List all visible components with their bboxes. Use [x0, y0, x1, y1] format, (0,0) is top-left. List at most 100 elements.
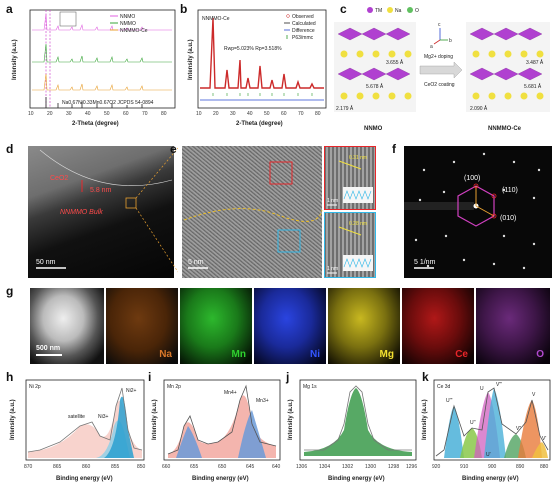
eds-label-ni: Ni	[310, 349, 320, 360]
panel-a-label: a	[6, 2, 13, 16]
h-ylabel: Intensity (a.u.)	[10, 399, 16, 440]
eds-map-mn: Mn	[180, 288, 252, 364]
saed-spots	[414, 152, 541, 270]
eds-map-ni: Ni	[254, 288, 326, 364]
xps-mg1s-plot: Mg 1s Intensity (a.u.) Binding energy (e…	[288, 379, 417, 482]
svg-text:30: 30	[230, 111, 236, 117]
eds-haadf-image: 500 nm	[30, 288, 104, 364]
e-scale-label: 5 nm	[188, 259, 204, 266]
eds-map-ce: Ce	[402, 288, 474, 364]
legend-na: Na	[395, 8, 402, 14]
inset1-scale: 1 nm	[327, 198, 338, 204]
i-peak-mn4: Mn4+	[224, 390, 237, 396]
svg-text:910: 910	[460, 464, 469, 470]
svg-text:1304: 1304	[319, 464, 330, 470]
b-title: NNMMO-Ce	[202, 16, 230, 22]
panel-b-label: b	[180, 2, 188, 16]
svg-text:50: 50	[264, 111, 270, 117]
legend-space-group: P63/mmc	[292, 35, 314, 41]
jcpds-reference-sticks	[45, 97, 143, 108]
svg-text:640: 640	[272, 464, 281, 470]
panel-h: h Ni 2p satellite Ni3+ Ni2+ Intensity (a…	[0, 370, 148, 486]
inset2-d-spacing: 0.28 nm	[349, 221, 367, 227]
svg-text:70: 70	[142, 111, 148, 117]
inset2-scale: 1 nm	[327, 266, 338, 272]
panel-k: k Ce 3d U''' V''' U'' V'' U V U' V' Inte…	[420, 370, 554, 486]
svg-text:920: 920	[432, 464, 441, 470]
tem-overlay: CeO2 5.8 nm NNMMO Bulk 50 nm	[36, 147, 178, 273]
e-bulk-box	[277, 229, 301, 253]
xps-ce3d-plot: Ce 3d U''' V''' U'' V'' U V U' V' Intens…	[422, 379, 551, 482]
j-xlabel: Binding energy (eV)	[328, 476, 385, 482]
svg-text:1306: 1306	[296, 464, 307, 470]
svg-text:70: 70	[298, 111, 304, 117]
k-title: Ce 3d	[437, 384, 451, 390]
d-scale-label: 50 nm	[36, 259, 56, 266]
j-xticks: 1306 1304 1302 1300 1298 1296	[296, 464, 417, 470]
svg-text:1302: 1302	[342, 464, 353, 470]
j-title: Mg 1s	[303, 384, 317, 390]
b-stats: Rwp=5.023% Rp=3.518%	[224, 46, 282, 52]
arrow-mg-doping: Mg2+ doping	[424, 54, 453, 60]
eds-label-mg: Mg	[379, 349, 394, 360]
panel-f-label: f	[392, 142, 396, 156]
c-nnmo-name: NNMO	[364, 126, 383, 132]
refinement-plot: NNMMO-Ce Rwp=5.023% Rp=3.518% Observed C…	[188, 9, 327, 127]
panel-d-label: d	[6, 142, 14, 156]
e-ceo2-box	[269, 161, 293, 185]
arrow-ceo2-coating: CeO2 coating	[424, 82, 455, 88]
saed-spot-100: (100)	[464, 175, 480, 182]
panel-d: d CeO2 5.8 nm NNMMO Bulk 50 nm	[0, 140, 178, 280]
c-nnmmo-ce-name: NNMMO-Ce	[488, 126, 522, 132]
legend-nmmo: NMMO	[120, 21, 136, 27]
legend-difference: Difference	[292, 28, 315, 34]
a-xticks: 10 20 30 40 50 60 70 80	[28, 111, 167, 117]
panel-k-label: k	[422, 370, 429, 384]
eds-label-na: Na	[159, 349, 172, 360]
panel-f: f (100) (110) (010) 5 1/nm	[384, 140, 554, 280]
xrd-nnmmo-ce-line	[32, 73, 172, 91]
refinement-bragg-ticks	[212, 93, 313, 96]
h-xlabel: Binding energy (eV)	[56, 476, 113, 482]
a-reference-label: Na0.67Ni0.33Mn0.67O2 JCPDS 54-0894	[62, 100, 154, 106]
panel-e-label: e	[170, 142, 177, 156]
nnmmo-ce-structure: 3.487 Å 5.681 Å 2.090 Å	[466, 22, 550, 112]
k-peak-u1: U'	[486, 452, 491, 458]
k-peak-v: V	[532, 392, 536, 398]
svg-text:80: 80	[161, 111, 167, 117]
h-title: Ni 2p	[29, 384, 41, 390]
b-xticks: 10 20 30 40 50 60 70 80	[196, 111, 321, 117]
b-ylabel: Intensity (a.u.)	[188, 39, 194, 80]
saed-overlay: (100) (110) (010) 5 1/nm	[404, 152, 541, 270]
d-zoom-box	[125, 197, 137, 209]
legend-observed: Observed	[292, 14, 314, 20]
k-peak-v2: V''	[516, 426, 521, 432]
nnmmo-ce-tm-layer-spacing: 3.487 Å	[526, 59, 544, 66]
k-peak-v3: V'''	[496, 382, 502, 388]
svg-text:60: 60	[123, 111, 129, 117]
k-peak-u3: U'''	[446, 398, 453, 404]
svg-text:c: c	[438, 22, 441, 28]
saed-pattern	[404, 146, 552, 278]
b-xlabel: 2-Theta (degree)	[236, 121, 283, 127]
svg-text:30: 30	[66, 111, 72, 117]
panel-i-label: i	[148, 370, 152, 384]
svg-text:865: 865	[53, 464, 62, 470]
hrtem-inset-ceo2: 0.31 nm 1 nm	[324, 146, 376, 210]
i-xticks: 660 655 650 645 640	[162, 464, 281, 470]
d-ceo2-label: CeO2	[50, 175, 68, 182]
k-peak-v1: V'	[542, 436, 546, 442]
eds-map-na: Na	[106, 288, 178, 364]
b-legend: Observed Calculated Difference P63/mmc	[284, 14, 316, 41]
tem-image	[28, 146, 174, 278]
svg-text:850: 850	[137, 464, 146, 470]
eds-label-mn: Mn	[231, 349, 246, 360]
svg-text:855: 855	[111, 464, 120, 470]
axis-indicator: c b a	[430, 22, 452, 50]
svg-text:1296: 1296	[406, 464, 417, 470]
crystal-structure-diagram: TM Na O c b a 3.655 Å 5.678 Å 2.179 Å	[334, 7, 550, 132]
k-peak-u: U	[480, 386, 484, 392]
svg-text:60: 60	[281, 111, 287, 117]
svg-text:10: 10	[196, 111, 202, 117]
svg-text:650: 650	[218, 464, 227, 470]
